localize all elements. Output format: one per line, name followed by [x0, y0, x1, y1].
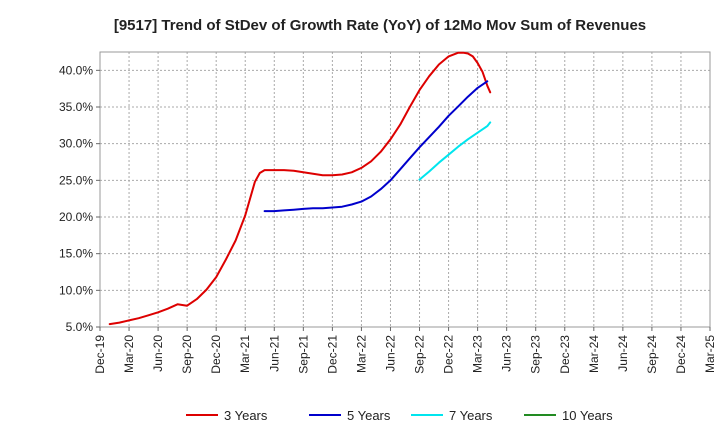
- y-tick-label: 35.0%: [59, 100, 93, 114]
- legend-label: 10 Years: [562, 408, 613, 423]
- x-tick-label: Mar-20: [122, 335, 136, 373]
- x-tick-label: Jun-24: [616, 335, 630, 372]
- x-tick-label: Jun-20: [151, 335, 165, 372]
- x-tick-label: Dec-19: [93, 335, 107, 374]
- x-tick-label: Sep-20: [180, 335, 194, 374]
- x-tick-label: Sep-21: [296, 335, 310, 374]
- series-line-5-years: [263, 80, 489, 213]
- legend-label: 3 Years: [224, 408, 268, 423]
- x-tick-label: Sep-22: [413, 335, 427, 374]
- x-tick-label: Dec-24: [674, 335, 688, 374]
- x-tick-label: Mar-25: [703, 335, 717, 373]
- chart-title: [9517] Trend of StDev of Growth Rate (Yo…: [114, 17, 646, 34]
- y-tick-label: 15.0%: [59, 247, 93, 261]
- legend-label: 5 Years: [347, 408, 391, 423]
- x-tick-label: Dec-22: [442, 335, 456, 374]
- x-tick-label: Dec-20: [209, 335, 223, 374]
- y-tick-label: 10.0%: [59, 283, 93, 297]
- y-tick-label: 25.0%: [59, 173, 93, 187]
- x-tick-label: Jun-21: [267, 335, 281, 372]
- x-tick-label: Jun-22: [383, 335, 397, 372]
- x-tick-label: Dec-23: [558, 335, 572, 374]
- y-tick-label: 30.0%: [59, 137, 93, 151]
- y-tick-label: 40.0%: [59, 63, 93, 77]
- x-tick-label: Jun-23: [500, 335, 514, 372]
- x-tick-label: Dec-21: [325, 335, 339, 374]
- plot-frame: [99, 51, 711, 328]
- y-axis: 5.0% 10.0% 15.0% 20.0% 25.0% 30.0% 35.0% 40.0%: [59, 63, 100, 334]
- x-tick-label: Mar-21: [238, 335, 252, 373]
- series-line-7-years: [418, 121, 492, 181]
- x-tick-label: Mar-24: [587, 335, 601, 373]
- series-line-3-years: [108, 51, 492, 326]
- x-axis: Dec-19 Mar-20 Jun-20 Sep-20 Dec-20 Mar-21 Jun-…: [93, 327, 717, 374]
- x-tick-label: Mar-22: [354, 335, 368, 373]
- legend: 3 Years 5 Years 7 Years 10 Years: [186, 408, 613, 423]
- legend-label: 7 Years: [449, 408, 493, 423]
- y-tick-label: 20.0%: [59, 210, 93, 224]
- x-tick-label: Sep-23: [529, 335, 543, 374]
- series-lines: [108, 51, 492, 326]
- y-tick-label: 5.0%: [66, 320, 94, 334]
- grid: [100, 52, 710, 328]
- x-tick-label: Mar-23: [471, 335, 485, 373]
- x-tick-label: Sep-24: [645, 335, 659, 374]
